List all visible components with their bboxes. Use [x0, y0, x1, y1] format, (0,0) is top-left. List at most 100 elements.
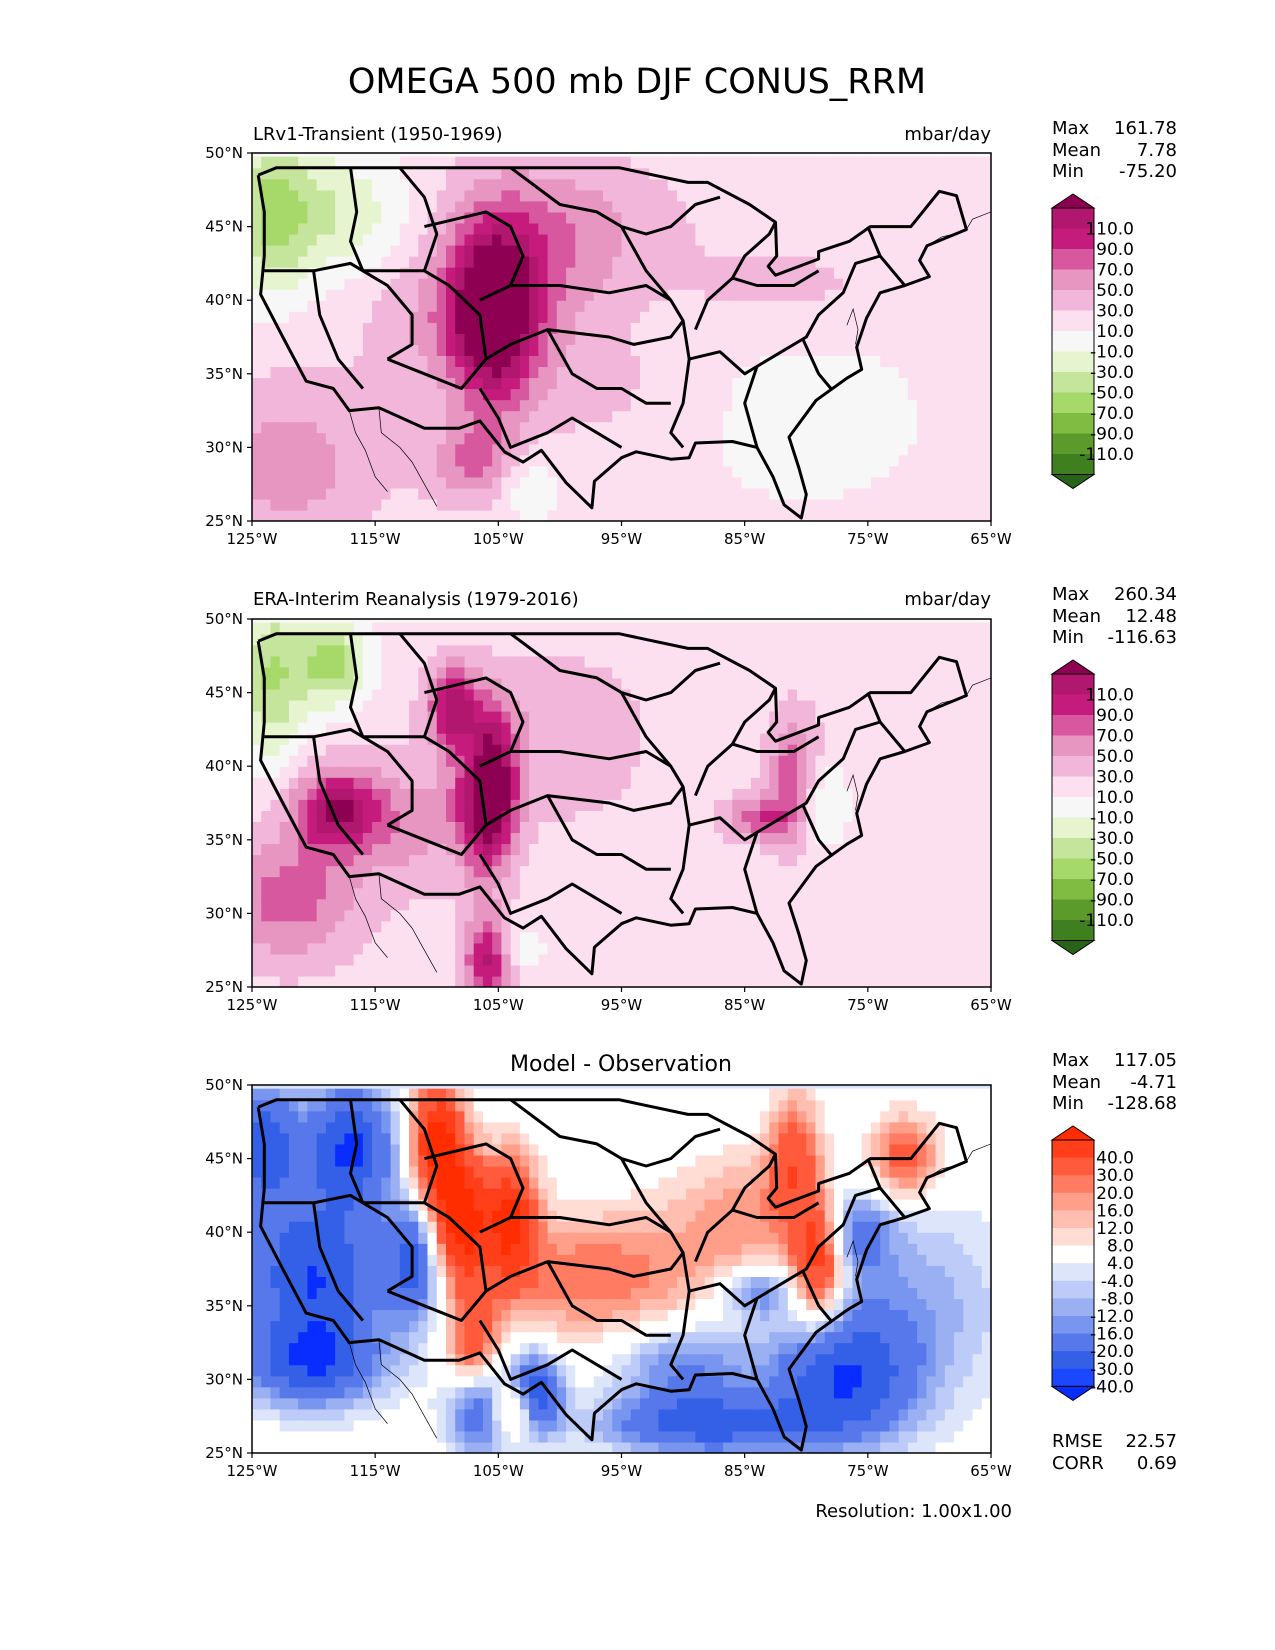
field-cell: [843, 876, 854, 889]
field-cell: [372, 289, 382, 301]
field-cell: [473, 677, 484, 690]
field-cell: [575, 876, 586, 889]
field-cell: [547, 843, 558, 856]
field-cell: [593, 454, 604, 467]
field-cell: [760, 189, 770, 202]
field-cell: [252, 476, 262, 489]
field-cell: [335, 633, 345, 646]
field-cell: [695, 799, 706, 811]
field-cell: [861, 699, 872, 712]
field-cell: [676, 498, 687, 511]
field-cell: [492, 777, 503, 789]
field-cell: [981, 256, 991, 268]
field-cell: [399, 476, 410, 489]
field-cell: [750, 677, 761, 690]
field-cell: [362, 633, 373, 646]
field-cell: [353, 876, 364, 889]
field-cell: [529, 245, 539, 257]
field-cell: [760, 832, 770, 845]
field-cell: [575, 476, 586, 489]
field-cell: [658, 300, 669, 312]
field-cell: [445, 333, 456, 345]
field-cell: [833, 622, 844, 635]
field-cell: [510, 744, 521, 756]
field-cell: [464, 655, 475, 668]
field-cell: [741, 300, 752, 312]
field-cell: [695, 421, 706, 434]
field-cell: [519, 865, 530, 878]
field-cell: [464, 744, 475, 756]
field-cell: [861, 333, 872, 345]
field-cell: [519, 644, 530, 657]
field-cell: [612, 622, 623, 635]
field-cell: [252, 167, 262, 180]
field-cell: [547, 278, 558, 290]
field-cell: [815, 443, 826, 456]
field-cell: [806, 476, 817, 489]
field-cell: [288, 677, 299, 690]
field-cell: [778, 377, 789, 390]
field-cell: [566, 931, 576, 944]
field-cell: [445, 788, 456, 800]
field-cell: [870, 421, 881, 434]
field-cell: [372, 189, 382, 202]
field-cell: [870, 189, 881, 202]
field-cell: [547, 832, 558, 845]
field-cell: [787, 267, 798, 279]
field-cell: [316, 755, 327, 767]
field-cell: [944, 399, 955, 412]
field-cell: [252, 399, 262, 412]
field-cell: [307, 920, 318, 933]
field-cell: [889, 156, 900, 169]
field-cell: [972, 156, 983, 169]
field-cell: [649, 788, 660, 800]
field-cell: [427, 256, 438, 268]
field-cell: [639, 655, 650, 668]
field-cell: [741, 942, 752, 955]
field-cell: [464, 677, 475, 690]
field-cell: [806, 156, 817, 169]
field-cell: [713, 688, 724, 701]
field-cell: [473, 300, 484, 312]
field-cell: [288, 311, 299, 323]
field-cell: [639, 722, 650, 734]
field-cell: [409, 355, 419, 368]
field-cell: [270, 733, 281, 745]
field-cell: [556, 344, 567, 356]
field-cell: [436, 333, 447, 345]
field-cell: [344, 920, 355, 933]
field-cell: [686, 722, 696, 734]
field-cell: [464, 722, 475, 734]
field-cell: [686, 711, 696, 723]
field-cell: [501, 465, 512, 478]
field-cell: [252, 156, 262, 169]
field-cell: [519, 810, 530, 822]
field-cell: [787, 722, 798, 734]
field-cell: [390, 476, 401, 489]
field-cell: [723, 777, 733, 789]
field-cell: [658, 421, 669, 434]
field-cell: [436, 744, 447, 756]
field-cell: [593, 788, 604, 800]
field-cell: [344, 810, 355, 822]
field-cell: [427, 722, 438, 734]
field-cell: [954, 256, 964, 268]
field-cell: [325, 156, 336, 169]
field-cell: [464, 942, 475, 955]
field-cell: [870, 788, 881, 800]
field-cell: [270, 843, 281, 856]
field-cell: [630, 722, 641, 734]
field-cell: [575, 865, 586, 878]
field-cell: [787, 898, 798, 911]
field-cell: [870, 799, 881, 811]
field-cell: [935, 355, 946, 368]
field-cell: [270, 167, 281, 180]
field-cell: [639, 366, 650, 379]
field-cell: [778, 622, 789, 635]
field-cell: [547, 498, 558, 511]
field-cell: [630, 344, 641, 356]
field-cell: [603, 289, 613, 301]
field-cell: [455, 344, 466, 356]
field-cell: [621, 487, 632, 500]
field-cell: [870, 267, 881, 279]
